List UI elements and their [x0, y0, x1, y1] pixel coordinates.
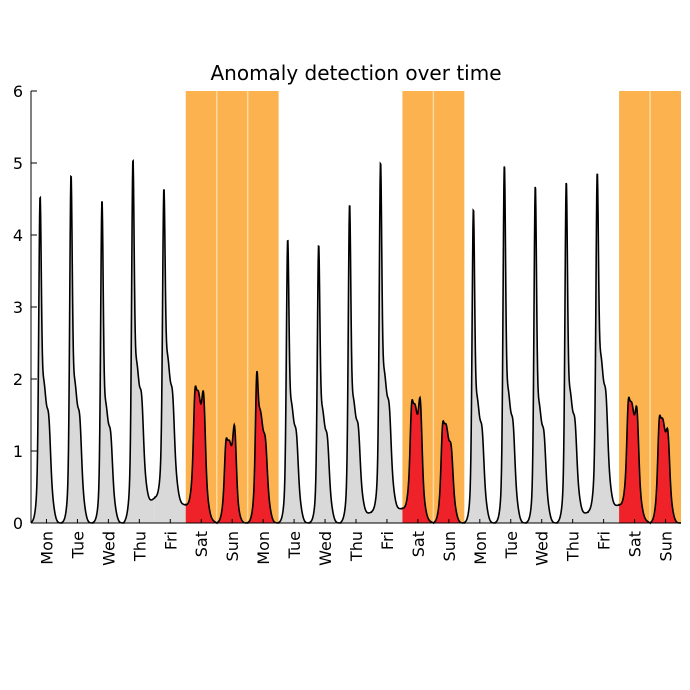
x-tick-label: Mon [471, 531, 490, 565]
x-tick-label: Fri [378, 531, 397, 550]
y-axis-ticks: 0 1 2 3 4 5 6 [13, 82, 37, 533]
x-tick-label: Thu [130, 531, 149, 562]
x-tick-label: Sat [192, 531, 211, 557]
day-area [464, 210, 496, 523]
day-area [433, 421, 465, 523]
day-area [557, 183, 589, 523]
day-area [61, 176, 93, 523]
day-area [526, 186, 558, 523]
x-tick-label: Tue [68, 531, 87, 559]
y-tick-label: 5 [13, 154, 23, 173]
day-area [495, 166, 527, 523]
x-tick-label: Sat [626, 531, 645, 557]
day-area [650, 415, 681, 523]
x-tick-label: Fri [595, 531, 614, 550]
area-fills [31, 160, 681, 524]
day-area [247, 371, 279, 523]
x-tick-label: Wed [99, 531, 118, 566]
day-area [154, 189, 186, 524]
day-area [371, 163, 403, 523]
x-tick-label: Wed [316, 531, 335, 566]
x-tick-label: Thu [564, 531, 583, 562]
x-tick-label: Fri [161, 531, 180, 550]
day-area [309, 246, 341, 524]
y-tick-label: 4 [13, 226, 23, 245]
y-tick-label: 2 [13, 370, 23, 389]
y-tick-label: 0 [13, 514, 23, 533]
day-area [588, 173, 620, 523]
day-area [185, 386, 217, 523]
x-axis-ticks: Mon Tue Wed Thu Fri Sat Sun Mon Tue Wed Thu Fri Sat S… [37, 519, 676, 566]
x-tick-label: Sun [440, 531, 459, 561]
x-tick-label: Mon [37, 531, 56, 565]
x-tick-label: Tue [502, 531, 521, 559]
day-area [216, 424, 248, 523]
x-tick-label: Sun [223, 531, 242, 561]
x-tick-label: Mon [254, 531, 273, 565]
y-tick-label: 6 [13, 82, 23, 101]
x-tick-label: Sun [657, 531, 676, 561]
x-tick-label: Wed [533, 531, 552, 566]
day-area [92, 201, 124, 523]
day-area [31, 197, 62, 523]
series-line [30, 159, 681, 525]
y-tick-label: 3 [13, 298, 23, 317]
y-tick-label: 1 [13, 442, 23, 461]
day-area [278, 240, 310, 523]
chart-title: Anomaly detection over time [210, 61, 501, 85]
x-tick-label: Thu [347, 531, 366, 562]
day-area [123, 160, 155, 524]
x-tick-label: Sat [409, 531, 428, 557]
day-area [402, 397, 434, 523]
day-area [340, 205, 372, 523]
x-tick-label: Tue [285, 531, 304, 559]
day-area [619, 397, 651, 523]
